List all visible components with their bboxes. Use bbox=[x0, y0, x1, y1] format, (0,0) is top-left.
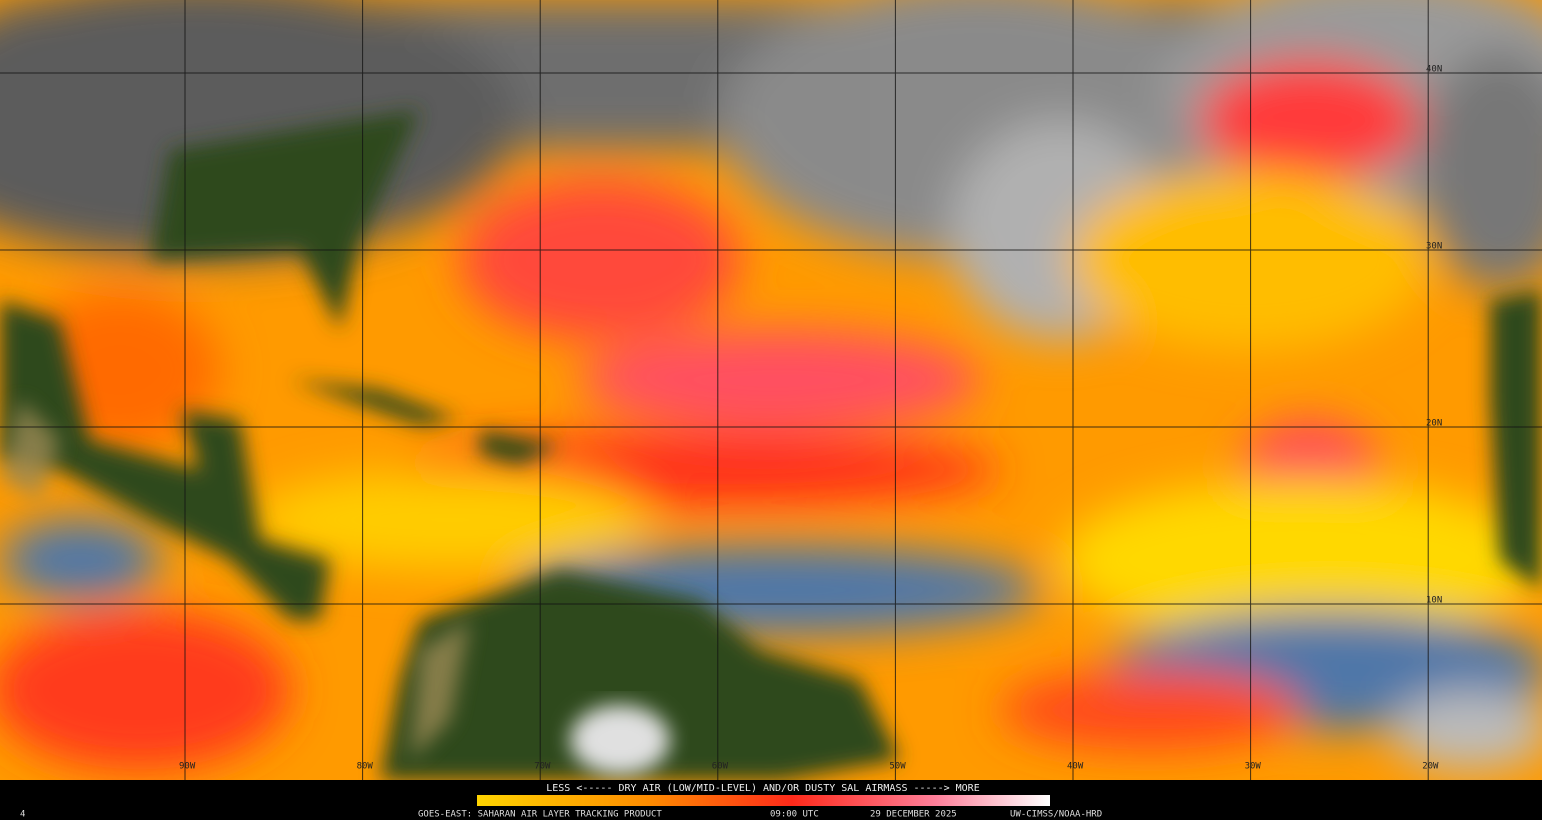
product-name: GOES-EAST: SAHARAN AIR LAYER TRACKING PR… bbox=[418, 810, 662, 820]
time: 09:00 UTC bbox=[770, 810, 819, 820]
color-bar bbox=[477, 795, 1050, 806]
longitude-label: 70W bbox=[534, 762, 551, 772]
latitude-label: 40N bbox=[1426, 65, 1442, 75]
graticule-labels: 40N 30N 20N 10N 90W 80W 70W 60W 50W 40W 30W 20W bbox=[179, 65, 1442, 772]
credit: UW-CIMSS/NOAA-HRD bbox=[1010, 810, 1102, 820]
longitude-label: 30W bbox=[1245, 762, 1262, 772]
longitude-label: 20W bbox=[1422, 762, 1439, 772]
latitude-label: 10N bbox=[1426, 596, 1442, 606]
longitude-label: 50W bbox=[889, 762, 906, 772]
longitude-label: 60W bbox=[712, 762, 729, 772]
legend-caption: LESS <----- DRY AIR (LOW/MID-LEVEL) AND/… bbox=[546, 783, 979, 794]
longitude-label: 40W bbox=[1067, 762, 1084, 772]
longitude-label: 90W bbox=[179, 762, 196, 772]
latitude-label: 20N bbox=[1426, 419, 1442, 429]
longitude-label: 80W bbox=[357, 762, 374, 772]
date: 29 DECEMBER 2025 bbox=[870, 810, 957, 820]
frame-number: 4 bbox=[20, 810, 25, 820]
latitude-label: 30N bbox=[1426, 242, 1442, 252]
imagery bbox=[0, 0, 1542, 780]
